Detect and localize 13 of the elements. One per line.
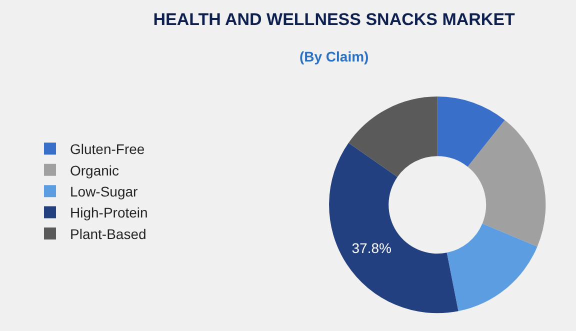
legend-label: Gluten-Free	[70, 141, 145, 158]
legend-label: Organic	[70, 162, 120, 178]
chart-subtitle: (By Claim)	[299, 48, 369, 64]
donut-slice	[348, 96, 438, 177]
donut-slice	[468, 120, 546, 247]
legend-label: Plant-Based	[70, 226, 146, 242]
donut-slice	[437, 96, 505, 167]
legend-label: Low-Sugar	[70, 184, 138, 200]
legend-label: High-Protein	[70, 204, 148, 221]
donut-slice	[446, 224, 538, 312]
data-label: 37.8%	[352, 240, 392, 256]
donut-slice	[329, 142, 458, 314]
chart-title: HEALTH AND WELLNESS SNACKS MARKET	[153, 10, 516, 30]
